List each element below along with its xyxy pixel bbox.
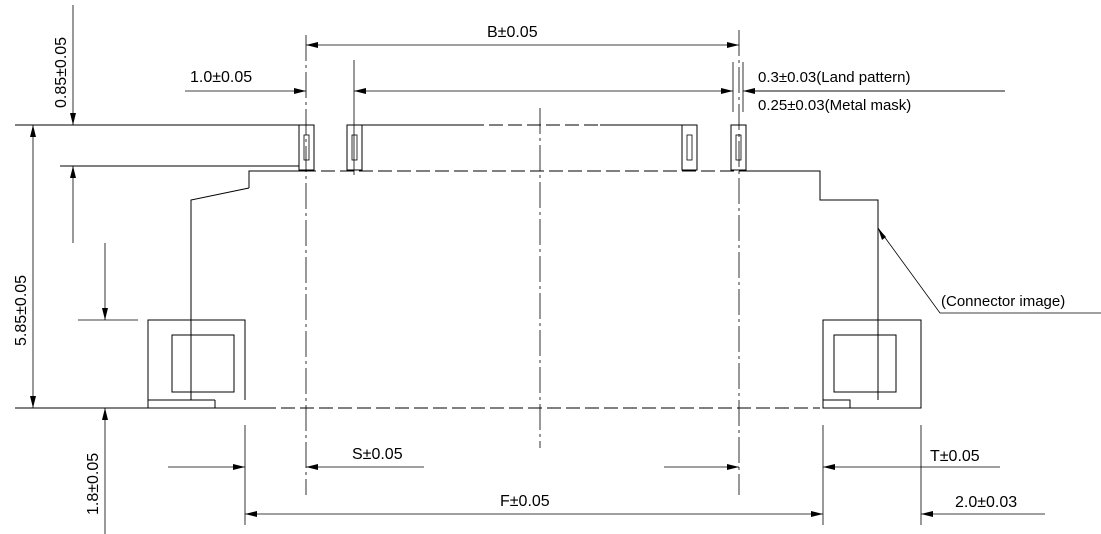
dimension-t <box>664 464 1000 470</box>
label-pitch-b: B±0.05 <box>487 24 538 41</box>
dimension-bottom-offset <box>102 243 108 534</box>
dimension-f <box>245 511 823 517</box>
land-pads <box>15 124 747 171</box>
pad-3 <box>681 124 698 171</box>
pad-2 <box>346 124 363 171</box>
dimension-pad-length <box>70 5 76 243</box>
extension-lines <box>15 319 922 525</box>
label-pad-width: 1.0±0.05 <box>190 69 252 86</box>
pad-4 <box>730 124 747 171</box>
label-span-s: S±0.05 <box>352 446 403 463</box>
label-connector-image: (Connector image) <box>941 293 1065 310</box>
label-overall-height: 5.85±0.05 <box>13 275 30 346</box>
label-land-pattern: 0.3±0.03(Land pattern) <box>758 69 911 86</box>
dimension-s <box>168 464 424 470</box>
right-mounting-tab <box>822 319 922 409</box>
pad-1 <box>298 124 315 171</box>
label-tab-width: 2.0±0.03 <box>955 494 1017 511</box>
dimension-overall-height <box>30 125 36 408</box>
dimension-b <box>306 42 739 48</box>
left-mounting-tab <box>147 319 246 409</box>
center-lines <box>305 30 744 495</box>
label-bottom-offset: 1.8±0.05 <box>85 453 102 515</box>
label-span-t: T±0.05 <box>930 448 980 465</box>
label-metal-mask: 0.25±0.03(Metal mask) <box>758 97 911 114</box>
connector-outline <box>190 170 879 409</box>
connector-image-leader <box>877 227 1101 314</box>
label-span-f: F±0.05 <box>500 493 550 510</box>
label-pad-length: 0.85±0.05 <box>53 37 70 108</box>
dimension-tab-width <box>921 511 1045 517</box>
